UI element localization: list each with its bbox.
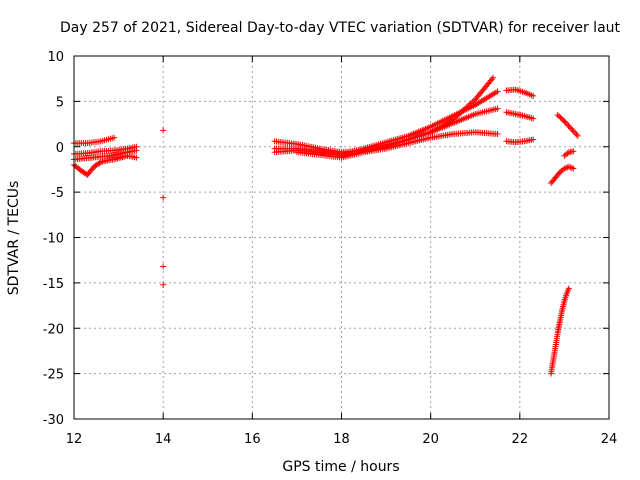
y-tick-label: 0 [56,141,64,156]
data-point [160,263,167,270]
data-point [572,129,579,136]
data-point [111,134,118,141]
y-tick-label: 10 [47,50,64,65]
data-point [570,148,577,155]
series-late-e [561,148,577,159]
y-tick-label: -15 [43,277,64,292]
data-point [96,160,103,167]
y-tick-label: -20 [43,322,64,337]
data-point [558,115,565,122]
data-point [160,127,167,134]
data-point [569,127,576,134]
series-late-c [503,136,537,146]
x-tick-label: 20 [422,432,439,447]
series-early-b [71,143,140,158]
y-tick-label: -25 [43,368,64,383]
data-point [488,76,495,83]
data-point [565,122,572,129]
x-tick-label: 24 [601,432,618,447]
data-point [564,121,571,128]
x-tick-label: 12 [66,432,83,447]
data-point [574,132,581,139]
chart-title: Day 257 of 2021, Sidereal Day-to-day VTE… [60,20,621,36]
series-late-g [548,285,572,377]
y-tick-label: -10 [43,232,64,247]
series-isolated-14h [160,127,167,288]
data-point [530,136,537,143]
data-point [133,154,140,161]
data-point [555,170,562,177]
data-point [133,147,140,154]
x-tick-label: 22 [512,432,529,447]
data-point [566,124,573,131]
series-mid-d [293,129,501,161]
series-late-b [503,109,537,122]
x-tick-label: 14 [155,432,172,447]
data-point [554,111,561,118]
data-point [530,92,537,99]
data-point [567,164,574,171]
data-point [490,74,497,81]
data-layer [71,74,581,377]
data-point [561,118,568,125]
data-point [556,113,563,120]
data-point [568,164,575,171]
data-point [562,119,569,126]
data-point [560,117,567,124]
series-late-f [548,163,577,187]
series-late-a [503,86,537,99]
data-point [530,115,537,122]
series-late-d [554,111,581,139]
data-point [494,105,501,112]
series-early-d [71,152,140,178]
data-point [573,131,580,138]
y-axis-label: SDTVAR / TECUs [6,181,22,296]
data-point [561,165,568,172]
data-point [494,131,501,138]
data-point [565,163,572,170]
data-point [562,164,569,171]
x-tick-label: 18 [333,432,350,447]
data-point [570,128,577,135]
x-axis-label: GPS time / hours [282,459,399,475]
data-point [570,165,577,172]
data-point [494,88,501,95]
data-point [565,285,572,292]
data-point [557,114,564,121]
y-tick-label: -5 [51,186,64,201]
x-tick-label: 16 [244,432,261,447]
data-point [568,125,575,132]
data-point [160,281,167,288]
y-tick-label: -30 [43,413,64,428]
y-tick-label: 5 [56,95,64,110]
grid-layer [74,56,609,419]
tick-layer: 12 14 16 18 20 22 24 -30 -25 -20 -15 -10 -5 0 5 10 [43,50,618,447]
series-early-a [71,134,118,147]
data-point [160,194,167,201]
